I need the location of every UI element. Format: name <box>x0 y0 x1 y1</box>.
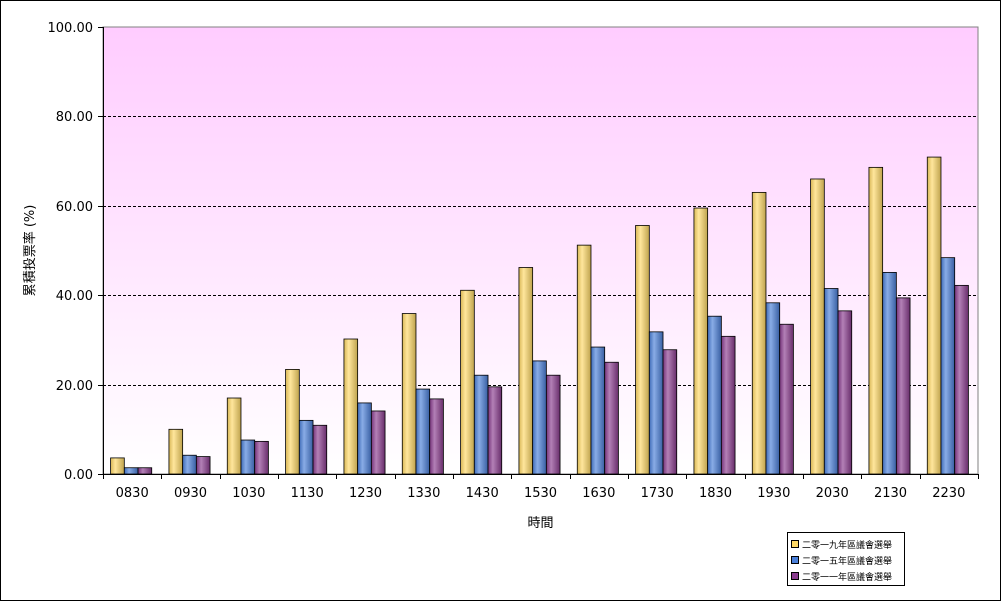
bar <box>882 271 897 475</box>
x-tick-label: 1930 <box>757 486 790 501</box>
x-tick-label: 1130 <box>291 486 324 501</box>
legend-item: 二零一一年區議會選舉 <box>791 568 901 584</box>
x-tick-label: 0930 <box>174 486 207 501</box>
bar <box>693 207 709 475</box>
bar <box>298 419 314 475</box>
bar <box>460 289 475 475</box>
legend-swatch <box>791 572 799 580</box>
bar <box>604 361 619 475</box>
x-tick-label: 1030 <box>232 486 265 501</box>
legend: 二零一九年區議會選舉 二零一五年區議會選舉 二零一一年區議會選舉 <box>787 532 905 586</box>
legend-item: 二零一九年區議會選舉 <box>791 536 901 552</box>
bars <box>110 156 969 475</box>
x-tick-label: 2030 <box>816 486 849 501</box>
bar <box>240 439 256 475</box>
y-tick-label: 60.00 <box>56 200 93 215</box>
y-tick-label: 40.00 <box>56 289 93 304</box>
axes <box>98 27 979 479</box>
bar <box>751 191 767 475</box>
bar <box>576 244 592 475</box>
y-tick-label: 100.00 <box>48 21 94 36</box>
y-tick-label: 80.00 <box>56 110 93 125</box>
bar <box>487 386 503 475</box>
bar <box>810 178 825 475</box>
y-tick-label: 0.00 <box>64 468 93 483</box>
x-tick-label: 1330 <box>407 486 440 501</box>
bar <box>518 267 534 475</box>
y-tick-label: 20.00 <box>56 379 93 394</box>
bar <box>779 323 794 475</box>
bar <box>429 398 444 475</box>
legend-swatch <box>791 540 799 548</box>
bar <box>662 349 678 475</box>
legend-swatch <box>791 556 799 564</box>
bar <box>357 402 372 475</box>
bar <box>765 302 781 475</box>
bar <box>940 257 956 475</box>
bar <box>137 467 153 475</box>
bar <box>590 346 606 475</box>
y-axis-title: 累積投票率 (%) <box>22 205 38 297</box>
x-tick-label: 1430 <box>466 486 499 501</box>
legend-label: 二零一五年區議會選舉 <box>802 556 893 567</box>
bar <box>635 225 650 475</box>
bar <box>370 410 386 475</box>
bar <box>926 156 942 475</box>
bar <box>285 368 300 475</box>
bar <box>545 374 561 475</box>
bar <box>868 166 884 475</box>
bar <box>473 374 489 475</box>
bar <box>312 424 328 475</box>
bar <box>720 335 736 475</box>
bar <box>195 456 211 475</box>
bar <box>823 288 839 475</box>
x-tick-labels: 0830 0930 1030 1130 1230 1330 1430 1530 1630 1730… <box>116 486 966 501</box>
bar <box>415 388 431 475</box>
bar <box>837 310 853 475</box>
x-axis-title: 時間 <box>527 516 553 531</box>
bar <box>226 397 242 475</box>
legend-label: 二零一九年區議會選舉 <box>802 540 893 551</box>
y-tick-labels: 0.00 20.00 40.00 60.00 80.00 100.00 <box>48 21 94 483</box>
x-tick-label: 2130 <box>874 486 907 501</box>
bar <box>707 315 722 475</box>
bar <box>343 338 359 475</box>
x-tick-label: 0830 <box>116 486 149 501</box>
bar <box>954 284 969 475</box>
x-tick-label: 1830 <box>699 486 732 501</box>
legend-label: 二零一一年區議會選舉 <box>802 572 893 583</box>
bar <box>532 360 547 475</box>
bar <box>254 440 269 475</box>
legend-item: 二零一五年區議會選舉 <box>791 552 901 568</box>
x-tick-label: 1530 <box>524 486 557 501</box>
bar <box>648 331 664 475</box>
bar <box>110 457 125 475</box>
bar <box>182 454 197 475</box>
bar <box>401 313 417 475</box>
x-tick-label: 1730 <box>641 486 674 501</box>
bar <box>168 428 184 475</box>
x-tick-label: 2230 <box>932 486 965 501</box>
bar <box>123 467 139 475</box>
x-tick-label: 1630 <box>582 486 615 501</box>
x-tick-label: 1230 <box>349 486 382 501</box>
bar <box>895 297 911 475</box>
